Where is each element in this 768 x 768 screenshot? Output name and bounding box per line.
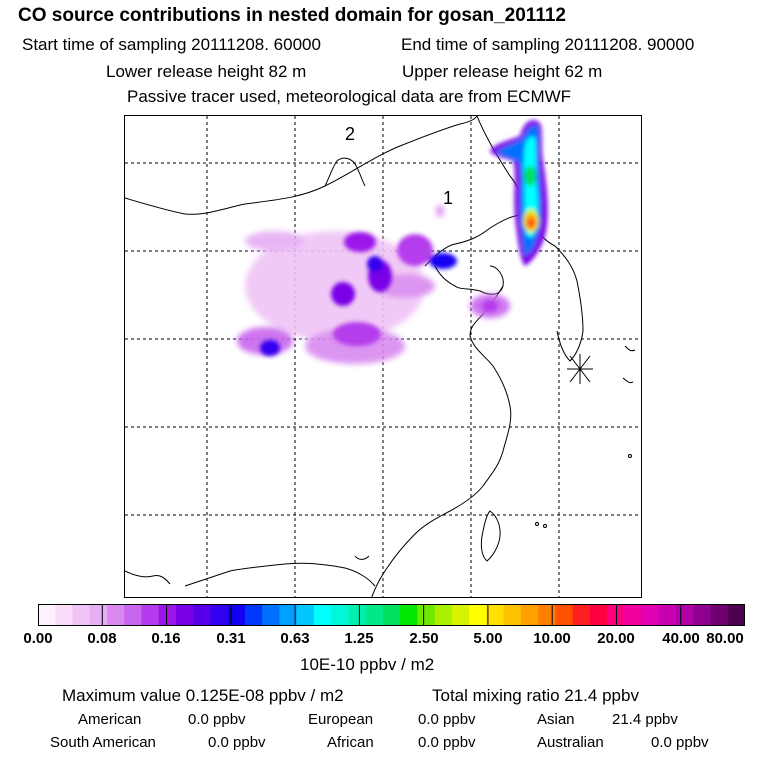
colorbar-tick: 80.00: [706, 630, 744, 647]
colorbar-swatch: [210, 604, 229, 626]
colorbar-swatch: [486, 604, 505, 626]
colorbar-swatch: [227, 604, 246, 626]
plot-title: CO source contributions in nested domain…: [18, 5, 566, 26]
colorbar-swatch: [727, 604, 745, 626]
colorbar-swatch: [106, 604, 125, 626]
lower-release-label: Lower release height 82 m: [106, 62, 307, 81]
colorbar-swatch: [469, 604, 487, 626]
african-value: 0.0 ppbv: [418, 734, 476, 751]
end-time-label: End time of sampling 20111208. 90000: [401, 35, 695, 54]
colorbar-tick: 0.00: [23, 630, 53, 647]
colorbar-swatch: [296, 604, 315, 626]
start-time-label: Start time of sampling 20111208. 60000: [22, 35, 321, 54]
tracer-note: Passive tracer used, meteorological data…: [127, 87, 572, 106]
colorbar-unit: 10E-10 ppbv / m2: [300, 655, 435, 674]
colorbar-swatch: [589, 604, 608, 626]
colorbar-swatch: [244, 604, 263, 626]
concentration-field: [237, 120, 548, 364]
colorbar-swatch: [124, 604, 142, 626]
colorbar-swatch: [38, 604, 56, 626]
colorbar-tick: 1.25: [344, 630, 374, 647]
map-label-1: 1: [443, 188, 453, 208]
colorbar-tick: 0.31: [216, 630, 246, 647]
australian-value: 0.0 ppbv: [651, 734, 709, 751]
colorbar-swatch: [641, 604, 660, 626]
max-value: Maximum value 0.125E-08 ppbv / m2: [62, 686, 344, 705]
colorbar-swatch: [175, 604, 194, 626]
colorbar-swatch: [572, 604, 591, 626]
colorbar-tick: 0.08: [87, 630, 117, 647]
colorbar-swatch: [331, 604, 349, 626]
colorbar-swatch: [279, 604, 298, 626]
colorbar-tick: 0.63: [280, 630, 310, 647]
australian-label: Australian: [537, 734, 604, 751]
colorbar-swatch: [676, 604, 694, 626]
colorbar-swatch: [158, 604, 177, 626]
colorbar-swatch: [710, 604, 729, 626]
colorbar-swatch: [434, 604, 453, 626]
colorbar-tick: 2.50: [409, 630, 439, 647]
asian-label: Asian: [537, 711, 575, 728]
colorbar-swatch: [555, 604, 574, 626]
colorbar-swatch: [520, 604, 539, 626]
colorbar-swatch: [658, 604, 677, 626]
american-value: 0.0 ppbv: [188, 711, 246, 728]
colorbar-tick: 5.00: [473, 630, 503, 647]
colorbar-swatch: [400, 604, 418, 626]
colorbar-swatch: [89, 604, 108, 626]
south-american-label: South American: [50, 734, 156, 751]
colorbar-swatch: [607, 604, 625, 626]
colorbar-tick: 0.16: [151, 630, 181, 647]
colorbar-swatch: [193, 604, 211, 626]
map-label-2: 2: [345, 124, 355, 144]
american-label: American: [78, 711, 142, 728]
colorbar-swatch: [72, 604, 91, 626]
colorbar-swatch: [348, 604, 367, 626]
colorbar-swatch: [313, 604, 332, 626]
colorbar-swatch: [55, 604, 73, 626]
station-marker: [567, 354, 593, 384]
colorbar-swatch: [503, 604, 522, 626]
colorbar-swatch: [417, 604, 436, 626]
colorbar-swatch: [624, 604, 643, 626]
colorbar-swatch: [141, 604, 160, 626]
colorbar-tick: 10.00: [533, 630, 571, 647]
map-panel: 2 1: [124, 115, 642, 598]
asian-value: 21.4 ppbv: [612, 711, 678, 728]
colorbar-tick: 40.00: [662, 630, 700, 647]
colorbar-swatch: [262, 604, 280, 626]
colorbar-swatch: [693, 604, 712, 626]
colorbar-tick: 20.00: [597, 630, 635, 647]
european-label: European: [308, 711, 374, 728]
european-value: 0.0 ppbv: [418, 711, 476, 728]
colorbar-swatch: [451, 604, 470, 626]
coastlines: [125, 116, 636, 597]
south-american-value: 0.0 ppbv: [208, 734, 266, 751]
colorbar-swatch: [538, 604, 556, 626]
colorbar-swatch: [382, 604, 401, 626]
upper-release-label: Upper release height 62 m: [402, 62, 603, 81]
african-label: African: [327, 734, 374, 751]
map-canvas: 2 1: [125, 116, 641, 597]
colorbar-swatch: [365, 604, 384, 626]
colorbar: [38, 604, 745, 626]
total-mixing-ratio: Total mixing ratio 21.4 ppbv: [432, 686, 639, 705]
colorbar-border: [38, 604, 745, 626]
